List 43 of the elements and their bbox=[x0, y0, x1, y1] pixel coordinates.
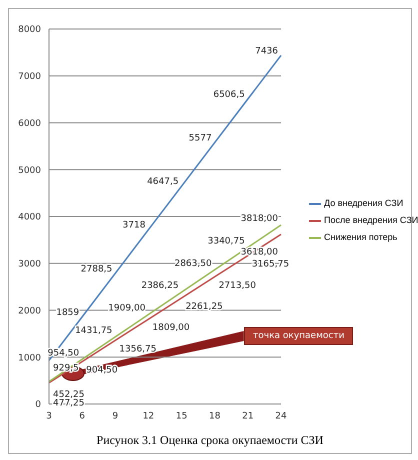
data-label: 2863,50 bbox=[174, 258, 212, 269]
x-tick-label: 12 bbox=[142, 411, 154, 422]
data-label: 2713,50 bbox=[218, 280, 256, 291]
legend-label: После внедрения СЗИ bbox=[324, 214, 418, 227]
x-tick-label: 3 bbox=[46, 411, 52, 422]
data-label: 2386,25 bbox=[141, 281, 179, 292]
data-label: 2788,5 bbox=[80, 264, 112, 274]
annotation: точка окупаемости bbox=[253, 331, 344, 342]
x-tick-label: 21 bbox=[242, 411, 254, 422]
y-tick-label: 2000 bbox=[18, 306, 42, 316]
x-tick-label: 6 bbox=[79, 411, 86, 422]
data-label: 1809,00 bbox=[152, 323, 190, 334]
y-tick-label: 4000 bbox=[18, 212, 42, 223]
data-label: 1859 bbox=[56, 308, 80, 318]
data-label: 477,25 bbox=[53, 398, 84, 409]
data-label: 4647,5 bbox=[147, 177, 179, 188]
x-tick-label: 15 bbox=[176, 411, 188, 422]
x-tick-label: 18 bbox=[208, 411, 221, 422]
data-label: 5577 bbox=[188, 134, 212, 144]
y-tick-label: 6000 bbox=[18, 118, 42, 129]
data-label: 3818,00 bbox=[240, 214, 278, 224]
y-tick-label: 5000 bbox=[18, 166, 42, 176]
y-tick-label: 3000 bbox=[18, 260, 42, 270]
data-label: 452,25 bbox=[53, 390, 84, 400]
data-label: 1356,75 bbox=[119, 344, 157, 354]
y-tick-label: 8000 bbox=[18, 25, 42, 36]
data-label: 7436 bbox=[255, 46, 278, 56]
data-label: 1909,00 bbox=[108, 304, 146, 314]
data-label: 3340,75 bbox=[208, 236, 245, 246]
y-tick-label: 1000 bbox=[18, 353, 42, 364]
data-label: 3718 bbox=[122, 220, 146, 231]
text: Рисунок 3.1 Оценка срока окупаемости СЗИ bbox=[96, 433, 324, 448]
x-tick-label: 24 bbox=[275, 411, 287, 422]
y-tick-label: 7000 bbox=[18, 72, 42, 82]
data-label: 1431,75 bbox=[75, 326, 112, 336]
y-tick-label: 0 bbox=[35, 400, 42, 410]
data-label: 2261,25 bbox=[186, 302, 223, 312]
data-label: 6506,5 bbox=[213, 90, 245, 100]
x-tick-label: 9 bbox=[112, 411, 118, 422]
legend-label: Снижения потерь bbox=[324, 231, 398, 244]
data-label: 3165,75 bbox=[252, 260, 290, 270]
legend-label: До внедрения СЗИ bbox=[324, 197, 404, 210]
data-label: 929,5 bbox=[53, 363, 79, 374]
